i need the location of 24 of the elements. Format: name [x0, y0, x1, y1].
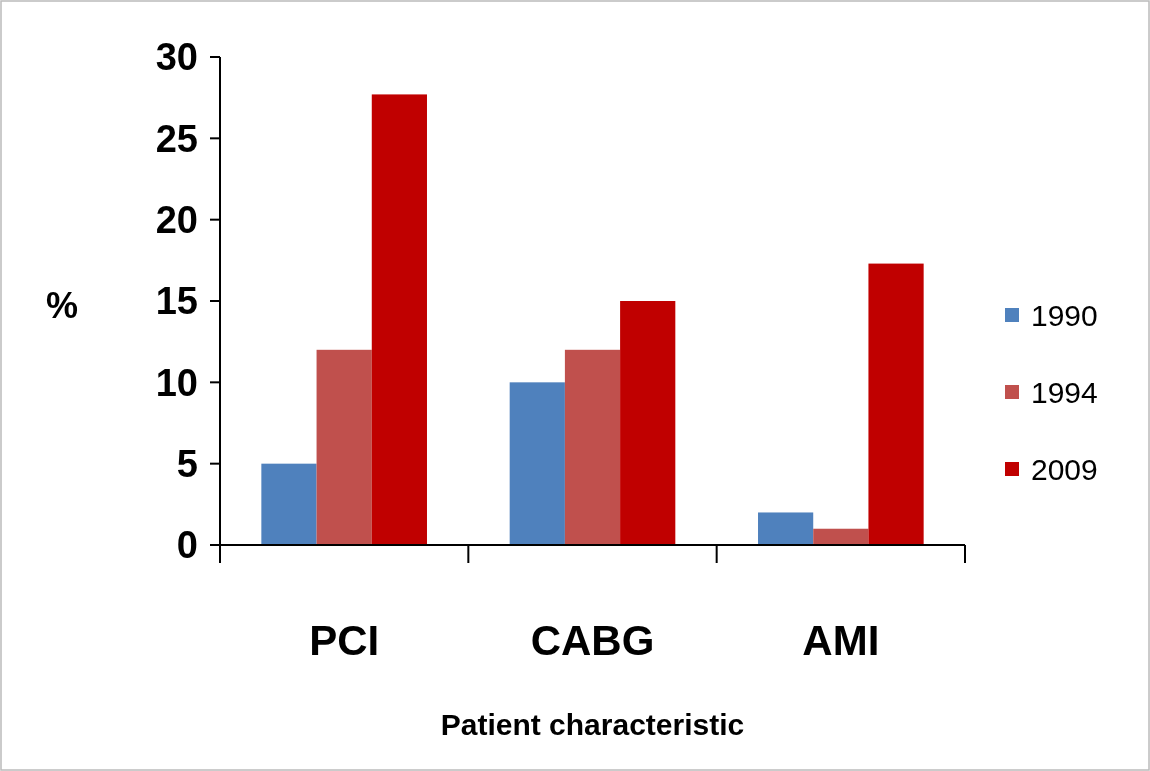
y-tick-label: 25 — [155, 117, 198, 160]
bar — [316, 349, 372, 545]
y-tick-label: 0 — [176, 524, 198, 567]
x-tick-label: AMI — [802, 617, 880, 664]
y-tick-label: 30 — [155, 36, 198, 79]
bar — [261, 463, 317, 545]
bar — [371, 94, 427, 545]
bar — [564, 349, 621, 545]
legend-label: 1990 — [1031, 298, 1098, 332]
legend-label: 1994 — [1031, 375, 1098, 409]
bar — [620, 301, 676, 545]
bar — [813, 528, 869, 545]
x-axis-title: Patient characteristic — [440, 708, 745, 741]
x-tick-label: PCI — [309, 617, 380, 664]
bar — [868, 263, 924, 545]
bar — [509, 382, 565, 545]
y-tick-label: 15 — [155, 280, 198, 323]
legend-label: 2009 — [1031, 452, 1098, 486]
y-tick-label: 5 — [176, 442, 198, 485]
y-tick-label: 20 — [155, 198, 198, 241]
y-tick-label: 10 — [155, 361, 198, 404]
y-axis-title: % — [45, 285, 79, 326]
bar — [758, 512, 814, 545]
x-tick-label: CABG — [530, 617, 655, 664]
